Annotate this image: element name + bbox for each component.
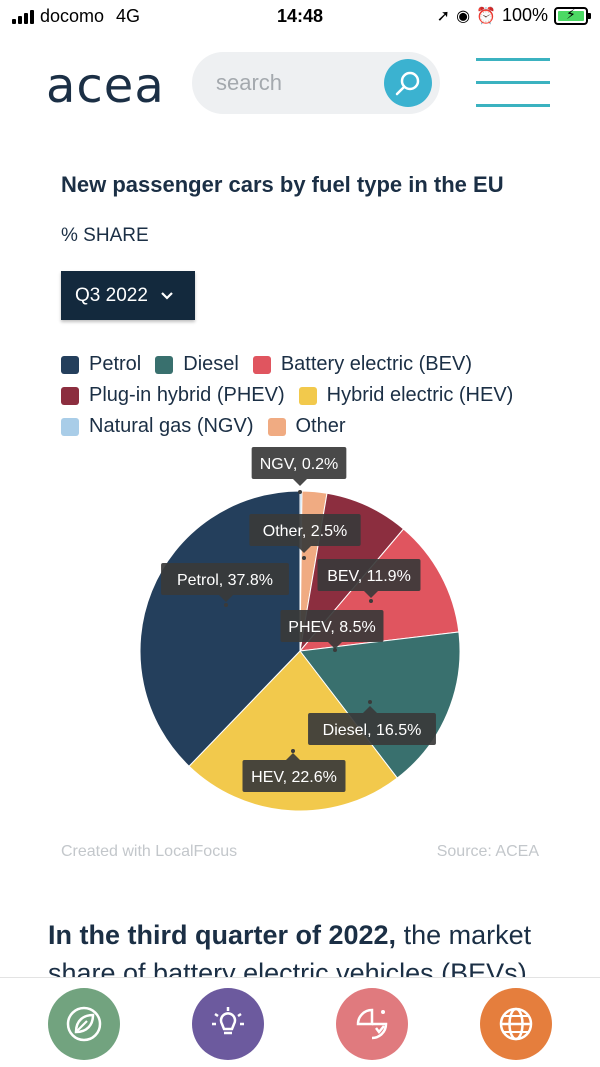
nav-global-button[interactable] [480, 988, 552, 1060]
data-label-box [249, 514, 361, 546]
data-label-phev: PHEV, 8.5% [280, 610, 384, 652]
data-label-box [251, 447, 347, 479]
data-label-text: HEV, 22.6% [251, 769, 337, 786]
nav-economy-button[interactable] [336, 988, 408, 1060]
legend-swatch [252, 355, 271, 374]
data-label-pointer [286, 753, 300, 760]
data-label-pointer [328, 642, 342, 649]
hamburger-menu-button[interactable] [476, 58, 550, 108]
data-label-anchor [368, 700, 372, 704]
menu-line-icon [476, 58, 550, 61]
search-box [192, 52, 440, 114]
period-dropdown-value: Q3 2022 [75, 284, 148, 306]
legend-swatch [298, 386, 317, 405]
acea-logo[interactable]: acea [46, 58, 165, 114]
network-type: 4G [116, 6, 141, 26]
legend-item-ngv[interactable]: Natural gas (NGV) [61, 415, 254, 438]
legend-label: Diesel [183, 353, 239, 375]
legend-item-phev[interactable]: Plug-in hybrid (PHEV) [61, 384, 285, 407]
search-button[interactable] [384, 59, 432, 107]
legend-label: Natural gas (NGV) [89, 415, 254, 437]
menu-line-icon [476, 104, 550, 107]
pie-slice-petrol[interactable] [139, 490, 301, 767]
data-label-pointer [297, 546, 311, 553]
data-label-box [161, 563, 289, 595]
leaf-icon [66, 1006, 102, 1042]
period-dropdown[interactable]: Q3 2022 [61, 271, 195, 320]
chart-credit[interactable]: Created with LocalFocus [61, 843, 238, 860]
legend-item-other[interactable]: Other [267, 415, 346, 438]
signal-icon [12, 9, 34, 24]
legend-label: Petrol [89, 353, 142, 375]
legend-label: Hybrid electric (HEV) [326, 384, 514, 406]
pie-chart: NGV, 0.2% Other, 2.5% BEV, 11.9% Petrol, 37… [139, 447, 461, 812]
battery-percent: 100% [501, 5, 548, 25]
status-bar: docomo 4G 14:48 ➚ ◉ ⏰ 100% ⚡ [0, 0, 600, 34]
data-label-bev: BEV, 11.9% [317, 559, 421, 603]
data-label-text: NGV, 0.2% [260, 456, 339, 473]
globe-icon [499, 1007, 533, 1041]
clock: 14:48 [276, 6, 324, 26]
data-label-box [308, 713, 436, 745]
data-label-text: Petrol, 37.8% [177, 572, 273, 589]
data-label-anchor [369, 599, 373, 603]
data-label-anchor [298, 490, 302, 494]
data-label-pointer [219, 595, 233, 602]
data-label-text: Other, 2.5% [263, 523, 348, 540]
alarm-icon: ⏰ [476, 7, 496, 25]
legend-item-bev[interactable]: Battery electric (BEV) [252, 353, 472, 376]
data-label-box [317, 559, 421, 591]
data-label-text: BEV, 11.9% [327, 568, 411, 585]
legend-swatch [61, 355, 79, 374]
lightbulb-icon [212, 1007, 244, 1035]
data-label-other: Other, 2.5% [249, 514, 361, 560]
bottom-nav [0, 977, 600, 1067]
economy-icon [356, 1008, 388, 1040]
carrier-name: docomo [40, 6, 105, 26]
data-label-anchor [302, 556, 306, 560]
data-label-pointer [363, 706, 377, 713]
data-label-petrol: Petrol, 37.8% [161, 563, 289, 607]
chart-source: Source: ACEA [436, 843, 539, 860]
data-label-anchor [333, 648, 337, 652]
article-intro-bold: In the third quarter of 2022, [48, 920, 397, 950]
data-label-box [242, 760, 346, 792]
battery-icon: ⚡ [554, 6, 591, 25]
data-label-text: Diesel, 16.5% [323, 722, 422, 739]
legend-item-petrol[interactable]: Petrol [61, 353, 141, 376]
lock-rotation-icon: ◉ [456, 7, 471, 25]
location-icon: ➚ [436, 7, 451, 25]
nav-environment-button[interactable] [48, 988, 120, 1060]
data-label-anchor [224, 603, 228, 607]
data-label-anchor [291, 749, 295, 753]
legend-label: Plug-in hybrid (PHEV) [89, 384, 285, 406]
legend-swatch [267, 417, 286, 436]
search-input[interactable] [216, 70, 376, 96]
data-label-pointer [293, 479, 307, 486]
legend-swatch [155, 355, 174, 374]
data-label-hev: HEV, 22.6% [242, 749, 346, 792]
nav-innovation-button[interactable] [192, 988, 264, 1060]
legend-label: Other [295, 415, 346, 437]
data-label-pointer [364, 591, 378, 598]
menu-line-icon [476, 81, 550, 84]
chart-title: New passenger cars by fuel type in the E… [61, 172, 504, 197]
legend-label: Battery electric (BEV) [280, 353, 472, 375]
legend-item-hev[interactable]: Hybrid electric (HEV) [298, 384, 514, 407]
search-icon [395, 71, 420, 96]
data-label-diesel: Diesel, 16.5% [308, 700, 436, 745]
chevron-down-icon [161, 291, 173, 300]
legend-swatch [61, 417, 79, 436]
chart-legend: Petrol Diesel Battery electric (BEV) Plu… [61, 349, 581, 442]
legend-item-diesel[interactable]: Diesel [155, 353, 239, 376]
data-label-box [280, 610, 384, 642]
chart-subtitle: % SHARE [61, 225, 149, 246]
legend-swatch [61, 386, 79, 405]
data-label-text: PHEV, 8.5% [288, 619, 375, 636]
data-label-ngv: NGV, 0.2% [251, 447, 347, 494]
